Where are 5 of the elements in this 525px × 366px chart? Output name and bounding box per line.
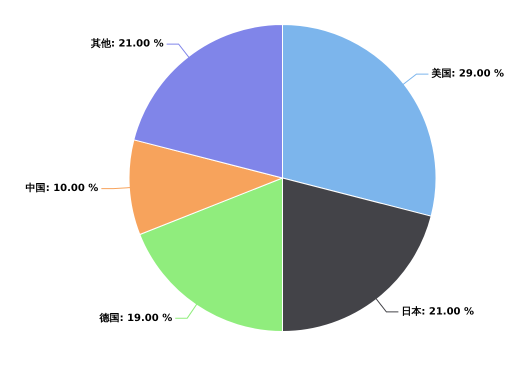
slice-label: 中国: 10.00 % xyxy=(26,182,98,194)
slice-label: 美国: 29.00 % xyxy=(430,68,504,80)
slice-label: 日本: 21.00 % xyxy=(401,306,474,318)
slice-label: 其他: 21.00 % xyxy=(90,38,164,50)
slice-label: 德国: 19.00 % xyxy=(98,312,172,324)
